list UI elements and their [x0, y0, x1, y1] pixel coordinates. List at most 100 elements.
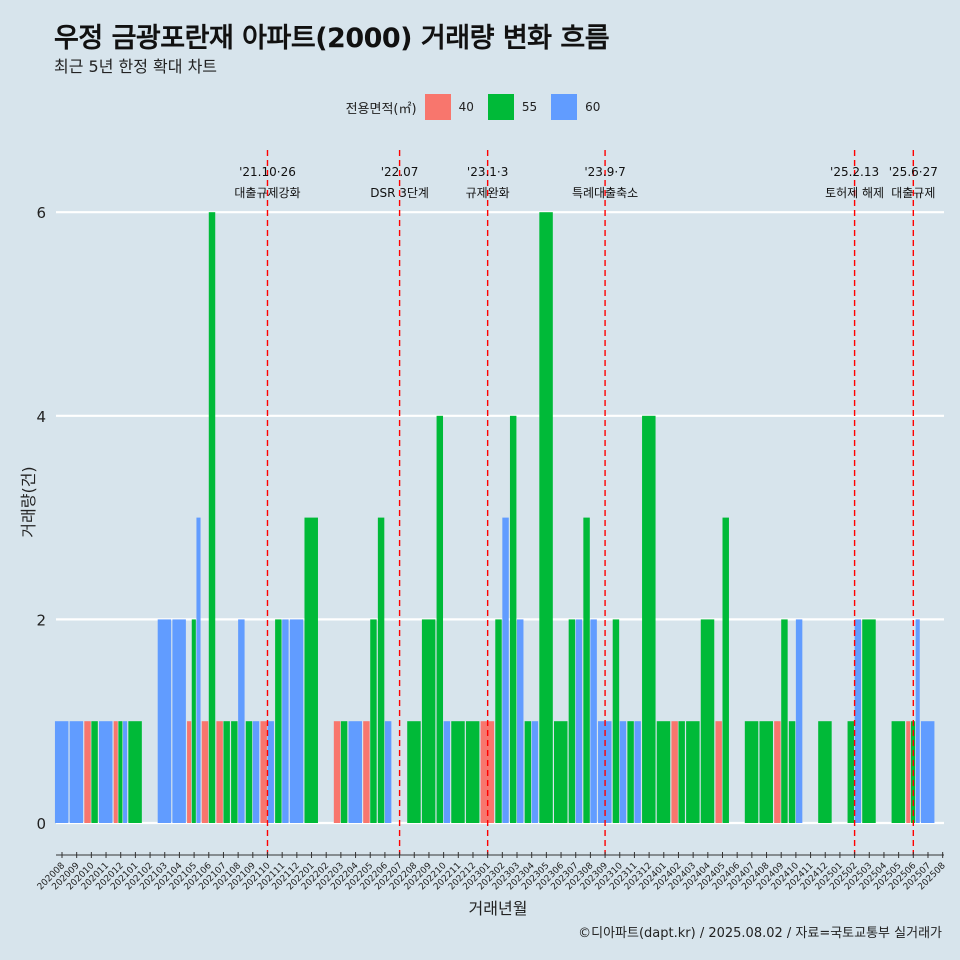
event-date-label: '22.07 [381, 165, 419, 179]
event-date-label: '23.1·3 [467, 165, 508, 179]
bar-202304-60 [531, 721, 539, 823]
bar-202308-60 [590, 619, 597, 823]
bar-202010-40 [84, 721, 91, 823]
bar-202311-60 [634, 721, 641, 823]
bar-202409-40 [774, 721, 781, 823]
bar-202409-55 [781, 619, 788, 823]
bar-202407-55 [744, 721, 759, 823]
event-desc-label: 규제완화 [466, 186, 510, 200]
bar-202012-60 [123, 721, 128, 823]
legend-label-60: 60 [585, 100, 601, 114]
bar-202303-55 [509, 415, 517, 823]
bar-202105-60 [196, 517, 201, 823]
bar-202310-55 [612, 619, 620, 823]
event-desc-label: DSR 3단계 [370, 186, 429, 200]
bar-202106-40 [201, 721, 209, 823]
bar-202502-60 [854, 619, 862, 823]
bar-202206-55 [377, 517, 385, 823]
bar-202105-40 [187, 721, 192, 823]
bar-202410-55 [788, 721, 796, 823]
bar-202107-55 [223, 721, 230, 823]
y-tick-label: 0 [36, 815, 46, 833]
event-desc-label: 대출규제강화 [234, 186, 300, 200]
bar-202111-60 [282, 619, 289, 823]
chart-subtitle: 최근 5년 한정 확대 차트 [54, 57, 218, 76]
y-tick-labels: 0 2 4 6 [36, 204, 46, 833]
bar-202204-60 [348, 721, 362, 823]
bar-202506-60 [915, 619, 920, 823]
bar-202507-60 [920, 721, 935, 823]
bar-202209-55 [421, 619, 436, 823]
bar-202311-55 [627, 721, 634, 823]
bar-202506-40 [906, 721, 911, 823]
bar-202110-40 [260, 721, 267, 823]
x-axis-label: 거래년월 [469, 899, 528, 918]
chart-title: 우정 금광포란재 아파트(2000) 거래량 변화 흐름 [54, 23, 610, 54]
bar-202308-55 [583, 517, 590, 823]
bar-202312-55 [642, 415, 656, 823]
bar-202505-55 [891, 721, 906, 823]
bar-202408-55 [759, 721, 773, 823]
bar-202211-55 [451, 721, 465, 823]
x-axis: 2020082020092020102020112020122021012021… [36, 852, 948, 892]
bar-202103-60 [157, 619, 172, 823]
bar-202104-60 [172, 619, 186, 823]
bar-202110-60 [267, 721, 274, 823]
bar-202010-55 [91, 721, 98, 823]
bar-202106-55 [208, 212, 216, 823]
bar-202107-40 [216, 721, 223, 823]
bar-202305-55 [539, 212, 553, 823]
y-tick-label: 2 [36, 611, 46, 629]
bar-202310-60 [619, 721, 627, 823]
bar-202410-60 [795, 619, 803, 823]
y-tick-label: 6 [36, 204, 46, 222]
bar-202108-60 [238, 619, 245, 823]
bar-202208-55 [407, 721, 421, 823]
bar-202404-55 [700, 619, 715, 823]
bar-202112-60 [289, 619, 304, 823]
event-date-label: '21.10·26 [239, 165, 296, 179]
bar-202109-60 [252, 721, 260, 823]
bar-202206-60 [384, 721, 392, 823]
bar-202303-60 [517, 619, 524, 823]
bar-202109-55 [245, 721, 253, 823]
bar-202012-55 [118, 721, 123, 823]
bars [54, 212, 935, 823]
legend: 전용면적(㎡) 40 55 60 [0, 92, 960, 122]
bar-202009-60 [69, 721, 84, 823]
y-axis-label: 거래량(건) [19, 466, 38, 537]
bar-202302-55 [495, 619, 502, 823]
y-tick-label: 4 [36, 408, 46, 426]
bar-202105-55 [191, 619, 196, 823]
bar-202012-40 [113, 721, 118, 823]
event-date-label: '25.2.13 [830, 165, 879, 179]
legend-title: 전용면적(㎡) [345, 101, 417, 117]
bar-202502-55 [847, 721, 854, 823]
legend-label-40: 40 [458, 100, 474, 114]
bar-202402-40 [671, 721, 678, 823]
bar-202402-55 [678, 721, 685, 823]
bar-202205-55 [370, 619, 377, 823]
event-lines: '21.10·26 대출규제강화 '22.07 DSR 3단계 '23.1·3 규제완화 '… [234, 150, 938, 855]
bar-202304-55 [524, 721, 532, 823]
bar-202210-55 [436, 415, 444, 823]
event-desc-label: 대출규제 [891, 186, 935, 200]
bar-202302-60 [502, 517, 509, 823]
event-desc-label: 특례대출축소 [572, 186, 638, 200]
bar-202108-55 [231, 721, 238, 823]
bar-202405-40 [715, 721, 722, 823]
bar-202401-55 [656, 721, 671, 823]
bar-202307-60 [575, 619, 583, 823]
event-date-label: '23.9·7 [584, 165, 625, 179]
bar-202111-55 [275, 619, 282, 823]
caption: ©디아파트(dapt.kr) / 2025.08.02 / 자료=국토교통부 실… [578, 926, 942, 941]
legend-key-60 [551, 94, 578, 120]
bar-202403-55 [686, 721, 700, 823]
bar-202201-55 [304, 517, 318, 823]
bar-202011-60 [98, 721, 113, 823]
bar-202008-60 [54, 721, 69, 823]
bar-202203-40 [333, 721, 341, 823]
bar-202405-55 [722, 517, 729, 823]
event-date-label: '25.6·27 [889, 165, 938, 179]
